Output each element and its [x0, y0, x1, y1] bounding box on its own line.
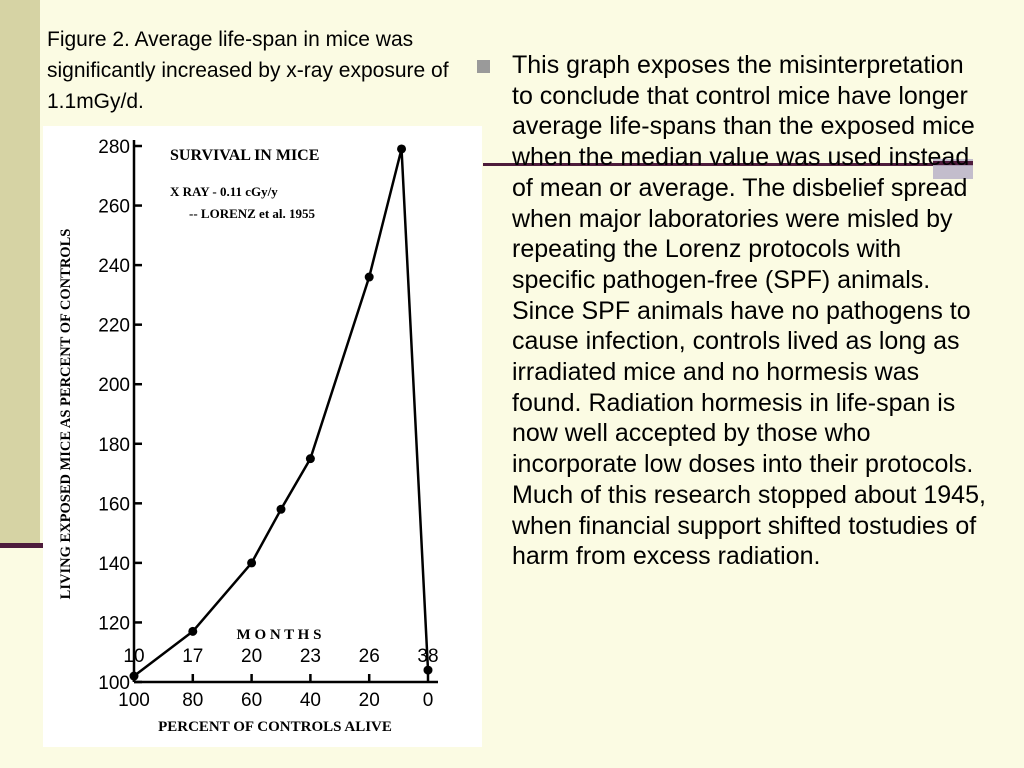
x-tick-label: 100	[118, 690, 150, 711]
data-point	[247, 558, 257, 568]
y-tick-label: 140	[98, 554, 130, 575]
y-tick-label: 120	[98, 613, 130, 634]
data-point	[305, 454, 315, 464]
month-label: 26	[359, 646, 380, 667]
y-tick-label: 220	[98, 316, 130, 337]
figure-caption: Figure 2. Average life-span in mice was …	[47, 28, 449, 113]
x-tick-label: 60	[241, 690, 262, 711]
chart-subtitle-source: -- LORENZ et al. 1955	[189, 206, 316, 221]
x-axis-title: PERCENT OF CONTROLS ALIVE	[158, 719, 392, 735]
month-label: 17	[182, 646, 203, 667]
divider-rule-right	[483, 163, 973, 166]
bullet-icon	[477, 60, 490, 73]
month-label: 20	[241, 646, 262, 667]
y-tick-label: 260	[98, 197, 130, 218]
series-line	[133, 147, 430, 678]
month-label: 23	[300, 646, 321, 667]
accent-band	[0, 0, 40, 545]
x-tick-label: 20	[359, 690, 380, 711]
y-tick-label: 280	[98, 137, 130, 158]
x-tick-label: 40	[300, 690, 321, 711]
months-axis-label: M O N T H S	[237, 627, 322, 643]
chart-title: SURVIVAL IN MICE	[170, 147, 319, 164]
data-point	[364, 272, 374, 282]
x-tick-label: 80	[182, 690, 203, 711]
y-tick-label: 240	[98, 256, 130, 277]
y-tick-label: 100	[98, 673, 130, 694]
y-axis-title: LIVING EXPOSED MICE AS PERCENT OF CONTRO…	[58, 229, 74, 600]
data-point	[397, 144, 407, 154]
bullet-paragraph: This graph exposes the misinterpretation…	[512, 51, 986, 571]
divider-rule-accent-line	[933, 161, 973, 165]
x-tick-label: 0	[423, 690, 434, 711]
month-label: 38	[417, 646, 438, 667]
survival-chart: 100 120 140 160 180 200 220 240 260 280 100 80 60 40 2…	[43, 126, 482, 747]
data-point	[276, 504, 286, 514]
y-tick-label: 180	[98, 435, 130, 456]
month-label: 10	[123, 646, 144, 667]
y-tick-label: 200	[98, 375, 130, 396]
chart-subtitle-dose: X RAY - 0.11 cGy/y	[170, 184, 278, 199]
y-tick-label: 160	[98, 494, 130, 515]
data-point	[423, 665, 433, 675]
data-point	[129, 671, 139, 681]
data-point	[188, 626, 198, 636]
divider-rule-left	[0, 543, 44, 548]
